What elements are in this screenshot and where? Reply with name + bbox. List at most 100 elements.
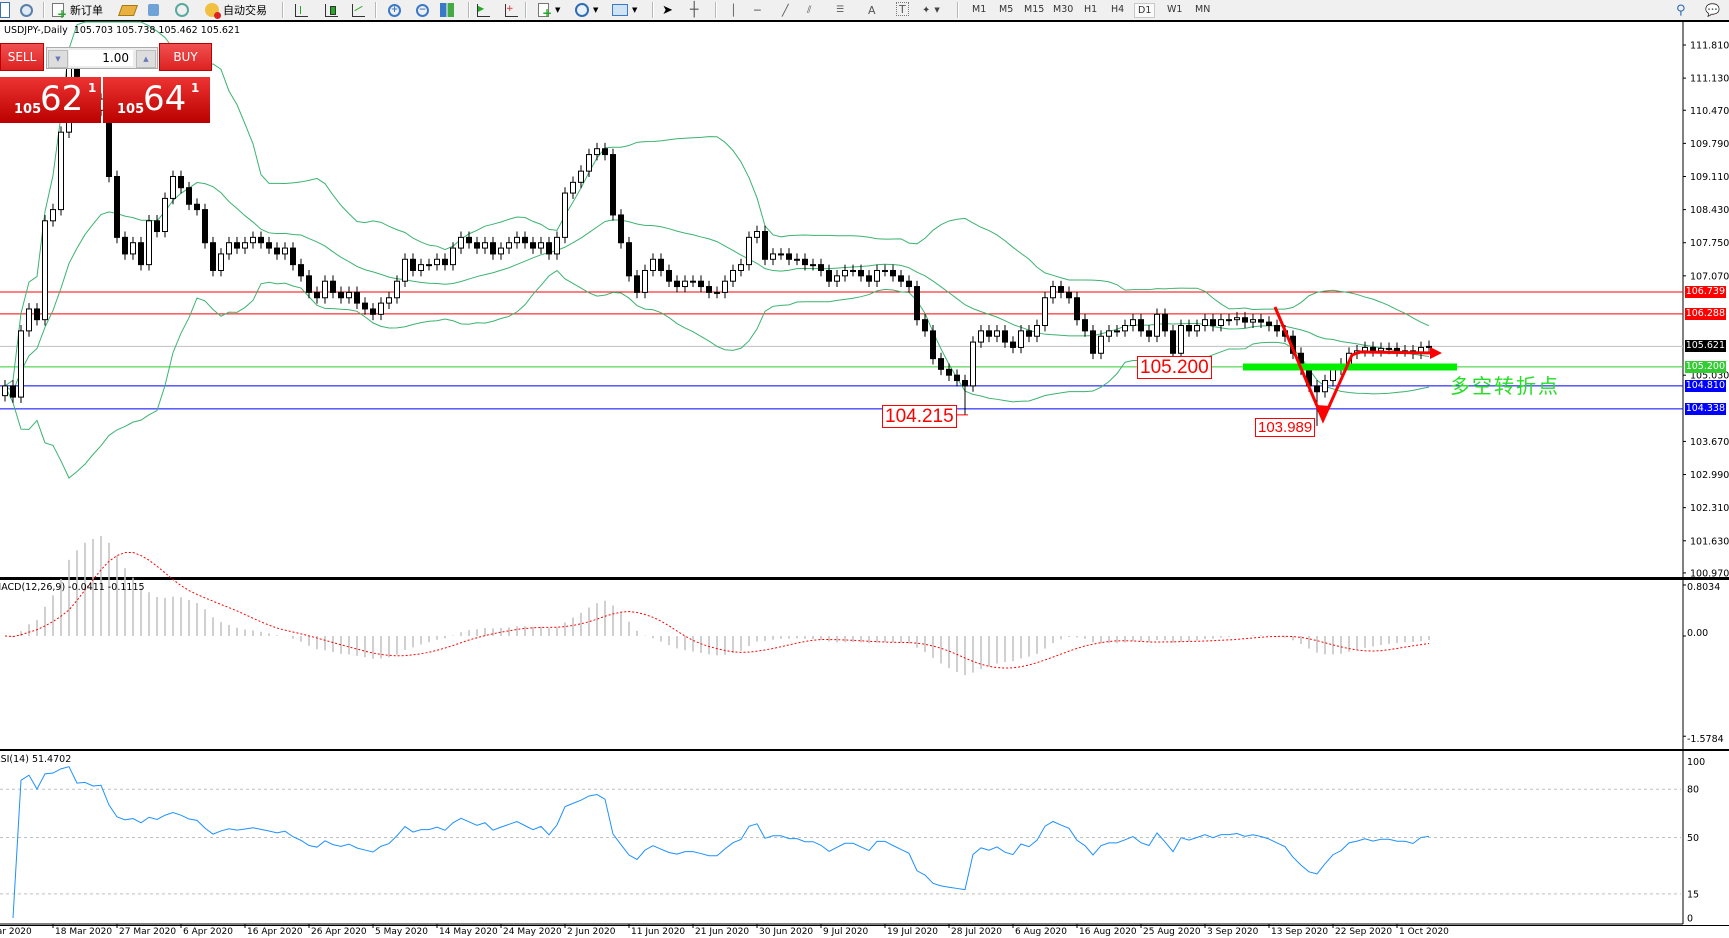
periods-clock-icon[interactable]: ▼ (575, 2, 598, 18)
macd-signal-line (4, 551, 1430, 669)
buy-price-fraction: 1 (191, 81, 200, 95)
tile-windows-icon[interactable] (440, 2, 454, 18)
text-icon[interactable]: A (868, 3, 876, 17)
new-document-icon[interactable] (0, 2, 10, 18)
lot-decrease-button[interactable]: ▼ (48, 50, 68, 68)
candle (1130, 319, 1136, 327)
toolbar-separator (652, 2, 653, 18)
candle (50, 209, 56, 222)
zoom-out-icon[interactable]: − (416, 2, 429, 18)
text-label-icon[interactable]: T (896, 2, 909, 16)
rsi-tick-label: 0 (1687, 914, 1693, 925)
candle (170, 175, 176, 199)
buy-button[interactable]: BUY (159, 43, 212, 71)
candle (1330, 368, 1336, 382)
candle (546, 242, 552, 255)
rsi-tick-label: 100 (1687, 757, 1705, 768)
candle (1162, 313, 1168, 332)
candle (434, 258, 440, 266)
candle (746, 236, 752, 266)
candle (202, 209, 208, 244)
timeframe-w1[interactable]: W1 (1167, 4, 1183, 15)
sell-price-button[interactable]: 105 62 1 (0, 77, 101, 123)
candle (1362, 346, 1368, 352)
candle (1370, 346, 1376, 352)
chat-icon[interactable]: 💬 (1705, 3, 1720, 17)
date-tick-label: 5 May 2020 (375, 927, 428, 937)
timeframe-m5[interactable]: M5 (999, 4, 1014, 15)
sell-button[interactable]: SELL (0, 43, 44, 71)
trendline-icon[interactable]: ╱ (782, 3, 789, 17)
timeframe-d1[interactable]: D1 (1134, 3, 1156, 18)
fibonacci-icon[interactable]: ☰ (836, 5, 845, 15)
cursor-icon[interactable]: ➤ (662, 2, 673, 18)
new-order-button[interactable]: + 新订单 (52, 2, 103, 20)
candle (850, 269, 856, 272)
date-tick-label: 24 May 2020 (503, 927, 562, 937)
timeframe-h1[interactable]: H1 (1084, 4, 1098, 15)
candle (706, 286, 712, 293)
candle (930, 330, 936, 360)
line-chart-icon[interactable] (352, 2, 365, 18)
lot-increase-button[interactable]: ▲ (136, 50, 156, 68)
price-chart-pane[interactable] (0, 20, 1729, 578)
candle (450, 247, 456, 266)
timeframe-m15[interactable]: M15 (1024, 4, 1045, 15)
search-icon[interactable]: ⚲ (1676, 2, 1686, 18)
timeframe-mn[interactable]: MN (1195, 4, 1211, 15)
candle (442, 258, 448, 266)
date-tick-label: 30 Jun 2020 (759, 927, 814, 937)
rsi-pane[interactable] (0, 749, 1729, 926)
price-tick-label: 109.110 (1690, 172, 1729, 183)
equidistant-channel-icon[interactable]: ⫽ (807, 4, 812, 16)
candle (458, 236, 464, 249)
arrows-icon[interactable]: ✦ ▼ (922, 4, 940, 16)
chart-shift-icon[interactable]: ▶ (477, 2, 490, 18)
date-tick-label: 26 Apr 2020 (311, 927, 367, 937)
candle (322, 280, 328, 299)
candle (250, 236, 256, 244)
candle (498, 247, 504, 255)
candle (1170, 330, 1176, 354)
template-icon[interactable]: ▼ (612, 2, 637, 18)
lot-size-input[interactable]: 1.00 (69, 50, 133, 66)
candle (786, 253, 792, 260)
buy-price-button[interactable]: 105 64 1 (103, 77, 210, 123)
candle (466, 236, 472, 244)
candle (514, 236, 520, 244)
terminal-icon[interactable] (148, 2, 159, 18)
candle (362, 302, 368, 310)
price-tick-label: 105.030 (1690, 371, 1729, 382)
candlestick-icon[interactable] (325, 2, 338, 18)
candle (922, 319, 928, 332)
magnifier-icon[interactable] (20, 2, 33, 18)
candle (42, 220, 48, 321)
price-tag: 106.288 (1685, 307, 1726, 320)
timeframe-m1[interactable]: M1 (972, 4, 987, 15)
candle (242, 242, 248, 249)
arrow-head-right (1430, 347, 1442, 359)
timeframe-h4[interactable]: H4 (1111, 4, 1125, 15)
candle (1082, 319, 1088, 332)
toolbar: + 新订单 自动交易 + − ▶ + + ▼ ▼ ▼ ➤ ┼ │ ─ ╱ ⫽ ☰ A… (0, 0, 1729, 21)
price-tag: 105.621 (1685, 340, 1726, 353)
zoom-in-icon[interactable]: + (388, 2, 401, 18)
vertical-line-icon[interactable]: │ (730, 3, 737, 17)
candle (10, 385, 16, 398)
auto-trading-button[interactable]: 自动交易 (205, 2, 267, 19)
candle (594, 148, 600, 156)
price-tick-label: 102.990 (1690, 470, 1729, 481)
bar-chart-icon[interactable] (295, 2, 308, 18)
add-indicator-icon[interactable]: + ▼ (538, 2, 560, 19)
timeframe-m30[interactable]: M30 (1053, 4, 1074, 15)
date-tick-label: 16 Apr 2020 (247, 927, 303, 937)
autoscroll-icon[interactable]: + (505, 2, 518, 18)
date-tick-label: 27 Mar 2020 (119, 927, 177, 937)
candle (410, 258, 416, 271)
crosshair-icon[interactable]: ┼ (690, 2, 699, 18)
lot-size-stepper[interactable]: ▼ 1.00 ▲ (46, 47, 158, 69)
signal-icon[interactable] (175, 2, 189, 18)
date-tick-label: 11 Jun 2020 (631, 927, 686, 937)
horizontal-line-icon[interactable]: ─ (754, 3, 761, 17)
date-tick-label: 3 Sep 2020 (1207, 927, 1259, 937)
